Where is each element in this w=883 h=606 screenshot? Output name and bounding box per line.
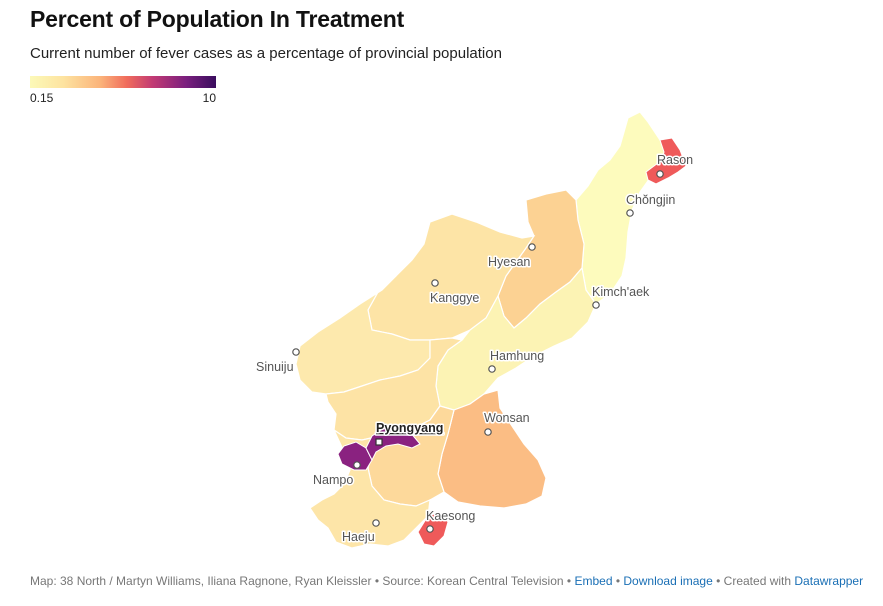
city-label-hamhung: Hamhung [490, 349, 544, 363]
city-dot-hamhung [488, 365, 496, 373]
region-nampo[interactable] [337, 441, 373, 471]
download-image-link[interactable]: Download image [623, 574, 713, 588]
city-dot-hyesan [528, 243, 536, 251]
footer-credits: Map: 38 North / Martyn Williams, Iliana … [30, 574, 864, 588]
map-credit: Map: 38 North / Martyn Williams, Iliana … [30, 574, 372, 588]
city-label-hyesan: Hyesan [488, 255, 530, 269]
city-label-kanggye: Kanggye [430, 291, 479, 305]
city-dot-kanggye [431, 279, 439, 287]
city-label-wonsan: Wonsan [484, 411, 530, 425]
city-label-haeju: Haeju [342, 530, 375, 544]
source-credit: Source: Korean Central Television [382, 574, 564, 588]
region-rason[interactable] [645, 137, 687, 185]
map-subtitle: Current number of fever cases as a perce… [30, 45, 502, 62]
choropleth-map: Rason Chŏngjin Hyesan Kanggye Kimch'aek … [255, 111, 695, 549]
city-label-chongjin: Chŏngjin [626, 193, 675, 207]
city-label-pyongyang: Pyongyang [376, 421, 443, 435]
region-north-hamgyong[interactable] [575, 111, 669, 305]
city-label-nampo: Nampo [313, 473, 353, 487]
city-dot-chongjin [626, 209, 634, 217]
city-dot-rason [656, 170, 664, 178]
city-dot-nampo [353, 461, 361, 469]
map-title: Percent of Population In Treatment [30, 6, 405, 32]
city-label-kaesong: Kaesong [426, 509, 475, 523]
legend-min-label: 0.15 [30, 91, 54, 105]
legend-gradient [30, 76, 216, 88]
city-dot-sinuiju [292, 348, 300, 356]
city-dot-kimchaek [592, 301, 600, 309]
city-label-sinuiju: Sinuiju [256, 360, 294, 374]
embed-link[interactable]: Embed [574, 574, 613, 588]
city-dot-haeju [372, 519, 380, 527]
city-dot-pyongyang [375, 438, 383, 446]
city-dot-wonsan [484, 428, 492, 436]
region-pyongyang[interactable] [365, 425, 421, 462]
datawrapper-link[interactable]: Datawrapper [794, 574, 864, 588]
city-label-rason: Rason [657, 153, 693, 167]
created-with-text: Created with [723, 574, 792, 588]
city-label-kimchaek: Kimch'aek [592, 285, 650, 299]
color-legend: 0.15 10 [30, 76, 216, 105]
legend-max-label: 10 [202, 91, 216, 105]
city-dot-kaesong [426, 525, 434, 533]
